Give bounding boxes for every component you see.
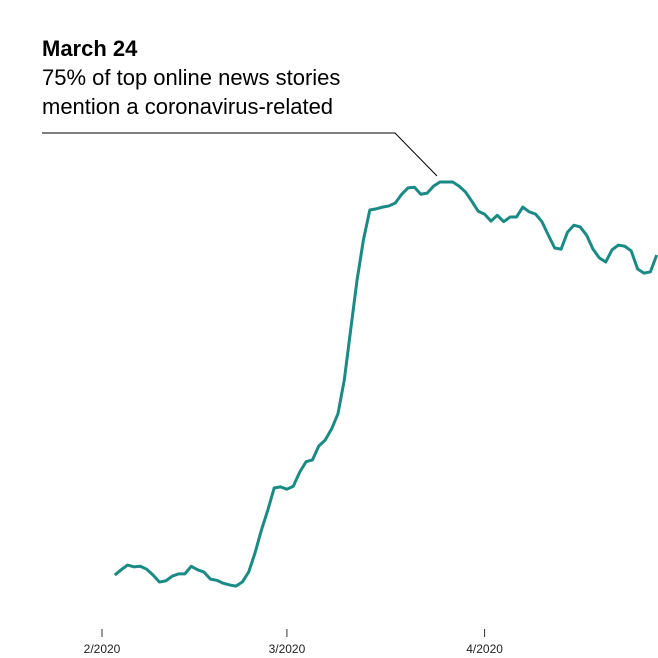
- x-tick-label: 2/2020: [84, 642, 121, 656]
- annotation-text: 75% of top online news stories: [42, 65, 340, 90]
- line: [113, 180, 658, 588]
- x-tick-label: 4/2020: [466, 642, 503, 656]
- annotation-title: March 24: [42, 36, 138, 61]
- x-tick-label: 3/2020: [269, 642, 306, 656]
- annotation-text: mention a coronavirus-related: [42, 94, 333, 119]
- annotation-leader: [42, 132, 438, 177]
